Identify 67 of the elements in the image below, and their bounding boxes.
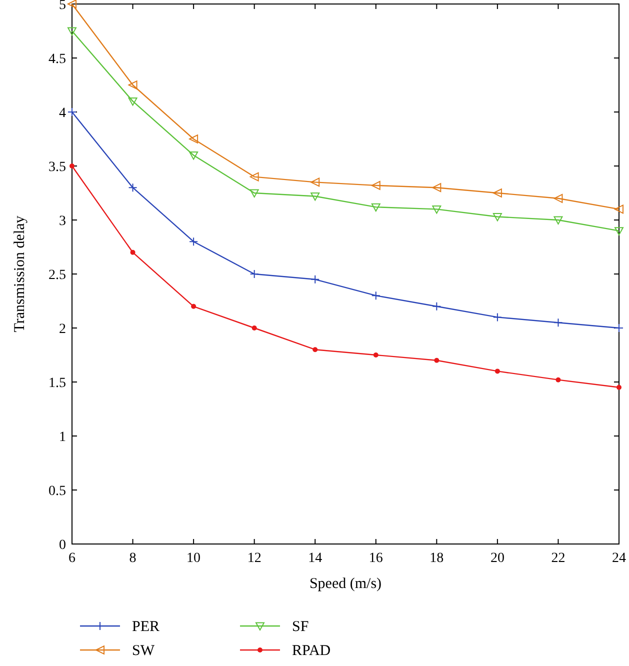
y-tick-label: 0.5 — [48, 484, 66, 499]
point — [432, 183, 442, 192]
point — [189, 237, 198, 246]
legend-label: SF — [292, 619, 309, 635]
x-tick-label: 20 — [490, 551, 504, 566]
y-axis-title: Transmission delay — [12, 215, 28, 332]
point — [432, 302, 442, 311]
point — [614, 204, 624, 214]
legend-label: PER — [132, 619, 160, 635]
legend-label: SW — [132, 643, 156, 659]
y-tick-label: 0 — [59, 538, 66, 553]
point — [371, 203, 380, 212]
point — [616, 384, 622, 390]
point — [312, 347, 318, 352]
point — [432, 206, 442, 214]
point — [310, 178, 320, 187]
point — [189, 134, 198, 144]
y-tick-label: 4.5 — [48, 52, 66, 67]
point — [128, 183, 138, 192]
point — [68, 108, 76, 116]
x-tick-label: 12 — [247, 551, 262, 566]
point — [554, 216, 563, 224]
legend-label: RPAD — [292, 643, 331, 659]
point — [310, 192, 320, 201]
point — [70, 164, 74, 168]
x-tick-label: 6 — [68, 551, 76, 566]
x-tick-label: 14 — [308, 551, 322, 566]
y-tick-label: 1 — [59, 430, 66, 445]
point — [130, 250, 136, 255]
point — [250, 172, 259, 182]
point — [68, 27, 76, 36]
point — [492, 312, 502, 322]
point — [492, 188, 502, 198]
point — [554, 194, 563, 203]
point — [191, 304, 196, 309]
y-tick-label: 3.5 — [48, 160, 66, 175]
point — [250, 270, 259, 278]
point — [68, 0, 76, 8]
point — [189, 152, 198, 160]
x-tick-label: 18 — [430, 551, 444, 566]
point — [373, 352, 378, 358]
y-tick-label: 2.5 — [48, 268, 66, 283]
point — [128, 98, 138, 106]
x-tick-label: 22 — [551, 551, 566, 566]
point — [250, 189, 259, 198]
x-axis-title: Speed (m/s) — [309, 576, 382, 592]
x-tick-label: 16 — [368, 551, 383, 566]
y-tick-label: 2 — [59, 322, 66, 337]
x-tick-label: 24 — [612, 551, 626, 566]
point — [371, 291, 380, 300]
point — [371, 180, 380, 190]
y-tick-label: 1.5 — [48, 376, 66, 391]
x-tick-label: 8 — [129, 551, 136, 566]
point — [556, 377, 561, 382]
point — [614, 324, 624, 332]
y-tick-label: 5 — [59, 0, 66, 13]
point — [614, 227, 624, 236]
point — [494, 368, 500, 374]
point — [310, 274, 320, 284]
y-tick-label: 3 — [59, 214, 66, 229]
x-tick-label: 10 — [186, 551, 201, 566]
point — [434, 358, 440, 363]
point — [128, 80, 138, 90]
y-tick-label: 4 — [59, 106, 66, 121]
point — [252, 326, 257, 330]
point — [554, 318, 563, 328]
point — [492, 213, 502, 222]
